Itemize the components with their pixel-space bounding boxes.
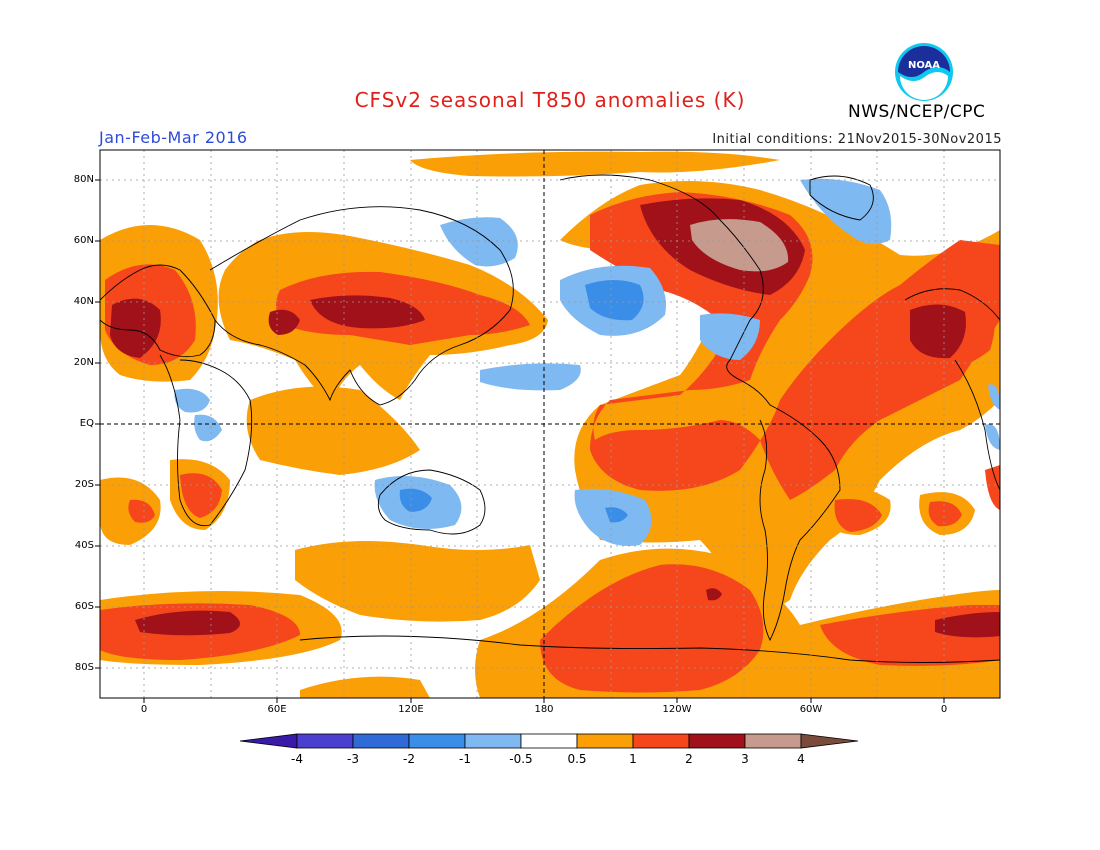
colorbar-segment-2-1 [408,733,466,749]
colorbar-label: 3 [741,752,749,766]
lon-label-60w: 60W [799,704,823,715]
colorbar-segment-1-2 [632,733,690,749]
colorbar-label: 1 [629,752,637,766]
anomaly-darkred-regions [110,198,1000,638]
gridlines [100,150,1000,698]
lat-label-20s: 20S [74,479,94,490]
noaa-logo-icon: NOAA [895,43,953,101]
colorbar-label: 0.5 [567,752,587,766]
lon-label-0-east: 0 [940,704,948,715]
lat-label-80s: 80S [74,662,94,673]
lat-label-eq: EQ [79,418,94,429]
colorbar-label: -3 [347,752,359,766]
anomaly-brown-region [690,219,789,272]
colorbar-segment-lt-4 [239,733,298,749]
colorbar-segment-2-3 [688,733,746,749]
coastlines [100,174,1000,663]
colorbar-label: -1 [459,752,471,766]
anomaly-blue-regions [399,280,644,523]
colorbar-segment-gt-4 [800,733,859,749]
lon-label-120e: 120E [398,704,424,715]
colorbar-segment-05-05 [520,733,578,749]
lon-label-60e: 60E [267,704,287,715]
lat-label-40s: 40S [74,540,94,551]
lat-label-40n: 40N [73,296,94,307]
colorbar-label: -4 [291,752,303,766]
colorbar-segment-1-05 [464,733,522,749]
anomaly-lightblue-regions [174,178,1000,546]
colorbar-segment-3-4 [744,733,802,749]
lat-label-60n: 60N [73,235,94,246]
map-title: CFSv2 seasonal T850 anomalies (K) [354,88,746,112]
svg-text:NOAA: NOAA [908,60,940,71]
equator-dateline [100,150,1000,698]
colorbar-label: 4 [797,752,805,766]
lat-label-60s: 60S [74,601,94,612]
map-frame [99,149,1001,699]
colorbar-label: 2 [685,752,693,766]
lon-label-0-west: 0 [140,704,148,715]
colorbar-segment-3-2 [352,733,410,749]
colorbar-segment-05-1 [576,733,634,749]
colorbar-label: -0.5 [509,752,533,766]
lat-label-80n: 80N [73,174,94,185]
anomaly-orange-regions [100,151,1000,698]
season-label: Jan-Feb-Mar 2016 [99,128,248,147]
lon-label-180: 180 [534,704,554,715]
agency-label: NWS/NCEP/CPC [848,102,986,122]
colorbar [239,733,859,749]
lat-label-20n: 20N [73,357,94,368]
colorbar-label: -2 [403,752,415,766]
lon-label-120w: 120W [662,704,692,715]
initial-conditions-label: Initial conditions: 21Nov2015-30Nov2015 [712,132,1002,147]
anomaly-red-regions [100,192,1000,693]
colorbar-segment-4-3 [296,733,354,749]
tick-marks [95,179,945,703]
